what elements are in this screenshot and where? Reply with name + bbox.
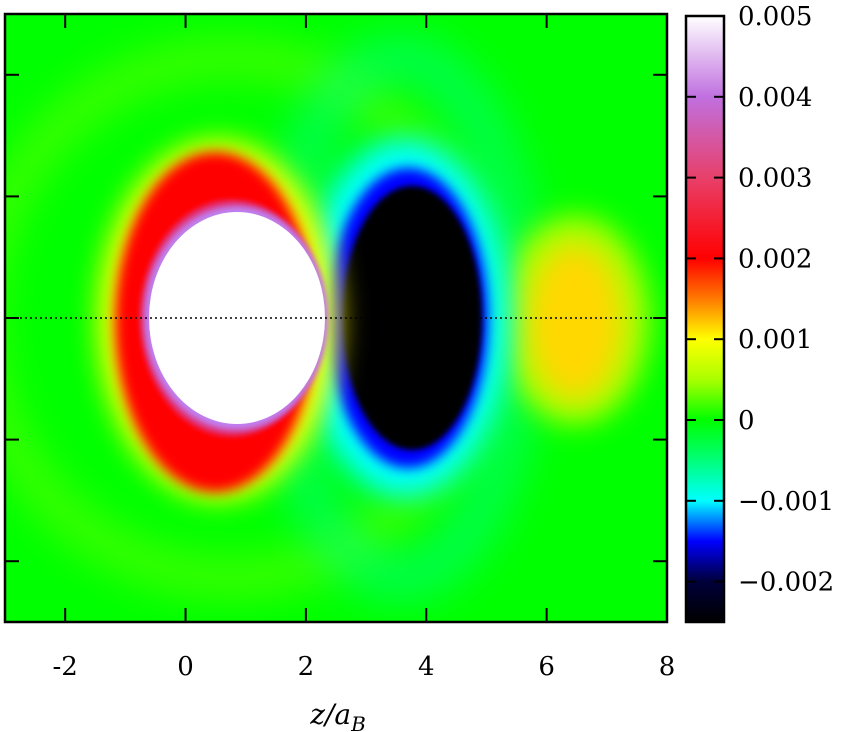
- heatmap-field: [5, 14, 667, 622]
- colorbar-tick-label: −0.002: [738, 568, 834, 598]
- colorbar-tick-label: 0.004: [738, 83, 812, 113]
- x-tick-label: 0: [177, 652, 194, 682]
- x-axis-label-sub: B: [350, 712, 366, 732]
- colorbar-tick-labels: −0.002 −0.001 0 0.001 0.002 0.003 0.004 0.005: [738, 2, 834, 598]
- colorbar-tick-label: −0.001: [738, 487, 834, 517]
- x-axis-label-main: z/a: [309, 698, 351, 731]
- x-tick-labels: -2 0 2 4 6 8: [53, 652, 676, 682]
- x-axis-label: z/aB: [309, 698, 366, 732]
- colorbar-tick-label: 0.001: [738, 325, 812, 355]
- colorbar-ticks: [686, 15, 724, 583]
- right-lobe-core: [527, 244, 623, 400]
- x-tick-label: 8: [659, 652, 676, 682]
- y-ticks: [5, 73, 667, 563]
- colorbar-tick-label: 0.002: [738, 244, 812, 274]
- colorbar-frame: [684, 14, 726, 624]
- x-tick-label: 2: [298, 652, 315, 682]
- colorbar-gradient: [686, 16, 724, 622]
- x-tick-label: 6: [538, 652, 555, 682]
- x-tick-label: -2: [53, 652, 78, 682]
- x-tick-label: 4: [418, 652, 435, 682]
- colorbar: −0.002 −0.001 0 0.001 0.002 0.003 0.004 0.005: [684, 2, 834, 624]
- colorbar-tick-label: 0.005: [738, 2, 812, 32]
- colorbar-tick-label: 0: [738, 406, 755, 436]
- colorbar-tick-label: 0.003: [738, 164, 812, 194]
- x-ticks: [64, 14, 668, 622]
